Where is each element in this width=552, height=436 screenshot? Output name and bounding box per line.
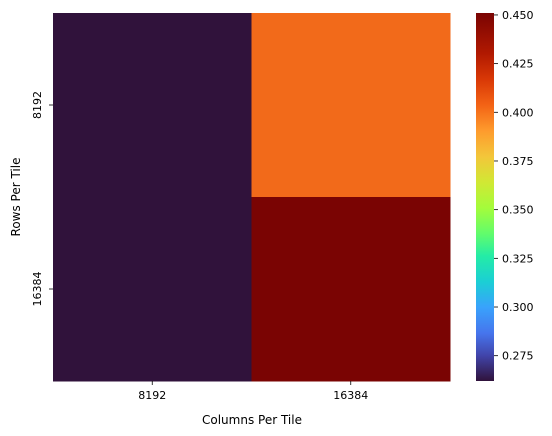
colorbar-tick-label: 0.400 (502, 106, 534, 119)
y-tick-label: 16384 (31, 272, 44, 307)
x-axis-ticks: 8192 16384 (138, 381, 368, 402)
x-tick-label: 8192 (138, 389, 166, 402)
colorbar-tick-label: 0.375 (502, 155, 534, 168)
heatmap-cell (53, 197, 252, 382)
y-axis-ticks: 8192 16384 (31, 91, 53, 307)
colorbar-tick-label: 0.425 (502, 58, 534, 71)
colorbar-tick-label: 0.300 (502, 301, 534, 314)
colorbar (476, 13, 494, 381)
x-axis-label: Columns Per Tile (202, 413, 302, 427)
heatmap-cell (53, 13, 252, 198)
y-tick-label: 8192 (31, 91, 44, 119)
colorbar-ticks: 0.275 0.300 0.325 0.350 0.375 0.400 0.425 0.450 (494, 9, 534, 363)
colorbar-tick-label: 0.450 (502, 9, 534, 22)
heatmap-cell (251, 197, 451, 382)
colorbar-tick-label: 0.325 (502, 252, 534, 265)
colorbar-tick-label: 0.275 (502, 350, 534, 363)
x-tick-label: 16384 (333, 389, 368, 402)
heatmap-cells (53, 13, 451, 382)
y-axis-label: Rows Per Tile (9, 158, 23, 237)
colorbar-tick-label: 0.350 (502, 204, 534, 217)
heatmap-cell (251, 13, 451, 198)
